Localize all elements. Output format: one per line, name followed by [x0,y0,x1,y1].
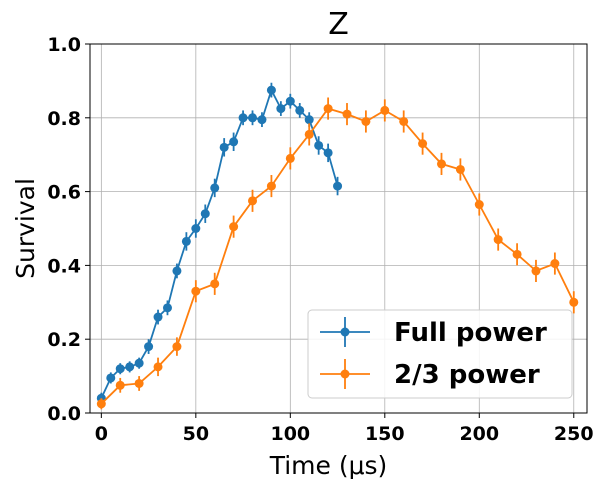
data-point [153,362,163,372]
y-axis-label: Survival [11,178,40,279]
x-axis-label: Time (μs) [269,451,388,480]
data-point [162,303,172,313]
data-point [436,159,446,169]
data-point [304,115,314,125]
x-tick-label: 200 [459,423,499,445]
legend-label: Full power [394,318,547,348]
data-point [229,222,239,232]
y-tick-label: 0.4 [47,255,81,277]
legend: Full power 2/3 power [307,309,573,399]
data-point [115,364,125,374]
data-point [361,116,371,126]
data-point [285,153,295,163]
x-tick-label: 100 [270,423,310,445]
data-point [248,196,258,206]
data-point [266,85,276,95]
data-point [172,266,182,276]
x-tick-label: 150 [365,423,405,445]
data-point [144,342,154,352]
data-point [323,104,333,114]
data-point [531,266,541,276]
ticks: 0 50 100 150 200 250 0.0 0.2 0.4 0.6 0.8 1.0 [47,34,593,445]
data-point [333,181,343,191]
data-point [266,181,276,191]
data-point [115,380,125,390]
data-point [418,139,428,149]
data-point [474,200,484,210]
x-tick-label: 50 [183,423,209,445]
data-point [257,115,267,125]
data-point [455,164,465,174]
data-point [134,358,144,368]
data-point [380,105,390,115]
series-line [100,87,339,399]
data-point [191,286,201,296]
data-point [304,129,314,139]
legend-entry: Full power [320,317,547,348]
data-point [569,297,579,307]
data-point [125,362,135,372]
data-point [172,342,182,352]
data-point [181,236,191,246]
data-point [323,148,333,158]
series-layer [96,82,579,410]
data-point [276,104,286,114]
chart-title: Z [328,7,349,42]
data-point [134,378,144,388]
data-point [493,235,503,245]
data-point [200,209,210,219]
series-line [100,107,575,405]
data-point [96,399,106,409]
legend-label: 2/3 power [394,360,540,390]
data-point [295,105,305,115]
data-point [238,113,248,123]
data-point [191,224,201,233]
y-tick-label: 0.2 [47,329,81,351]
plot-frame [89,43,588,414]
series-2 [96,97,579,410]
data-point [210,279,220,289]
y-tick-label: 0.8 [47,108,81,130]
data-point [399,116,409,126]
series-1 [96,82,343,404]
y-tick-label: 0.6 [47,182,81,204]
legend-entry: 2/3 power [320,359,540,390]
data-point [314,140,324,150]
data-point [550,259,560,269]
data-point [153,312,163,322]
x-tick-label: 250 [554,423,594,445]
data-point [106,373,116,383]
data-point [210,183,220,193]
legend-box [307,309,573,399]
data-point [285,96,295,106]
data-point [219,142,229,152]
y-tick-label: 1.0 [47,34,81,56]
data-point [248,113,258,123]
data-point [512,249,522,259]
y-tick-label: 0.0 [47,403,81,425]
legend-marker [340,327,350,337]
x-tick-label: 0 [95,423,108,445]
data-point [229,137,239,147]
data-point [342,109,352,119]
legend-marker [340,369,350,379]
